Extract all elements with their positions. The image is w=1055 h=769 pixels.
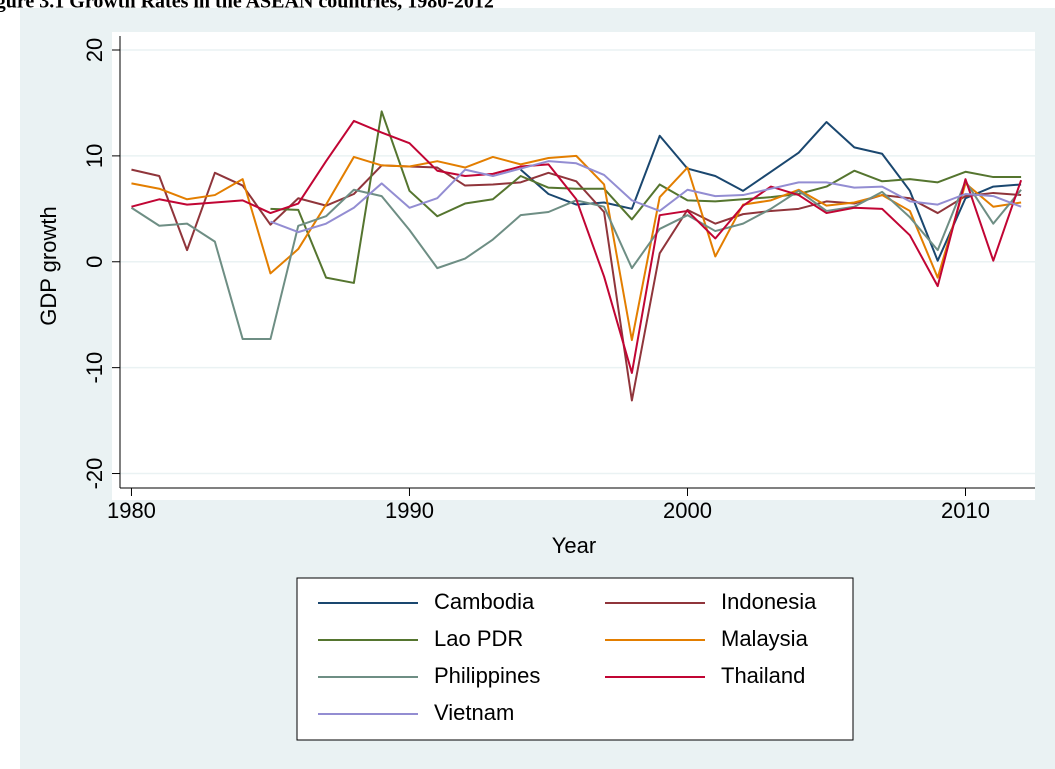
legend-label: Lao PDR xyxy=(434,626,523,651)
x-tick-label: 2000 xyxy=(663,498,712,523)
plot-area xyxy=(112,32,1035,500)
legend-label: Malaysia xyxy=(721,626,809,651)
series-line xyxy=(131,119,1023,374)
y-tick-label: -10 xyxy=(82,352,107,384)
series-line xyxy=(270,110,1022,284)
chart-title: Figure 3.1 Growth Rates in the ASEAN cou… xyxy=(0,0,494,13)
x-tick-label: 2010 xyxy=(941,498,990,523)
y-axis-label: GDP growth xyxy=(36,206,61,325)
x-tick-label: 1980 xyxy=(107,498,156,523)
y-tick-label: -20 xyxy=(82,458,107,490)
y-tick-label: 20 xyxy=(82,38,107,62)
series-line xyxy=(520,121,1022,262)
series-line xyxy=(270,160,1022,234)
legend-label: Vietnam xyxy=(434,700,514,725)
x-tick-label: 1990 xyxy=(385,498,434,523)
y-tick-label: 0 xyxy=(82,256,107,268)
legend-label: Indonesia xyxy=(721,589,817,614)
legend-label: Cambodia xyxy=(434,589,535,614)
x-axis-label: Year xyxy=(552,533,596,558)
y-tick-label: 10 xyxy=(82,144,107,168)
legend-label: Thailand xyxy=(721,663,805,688)
legend-label: Philippines xyxy=(434,663,540,688)
